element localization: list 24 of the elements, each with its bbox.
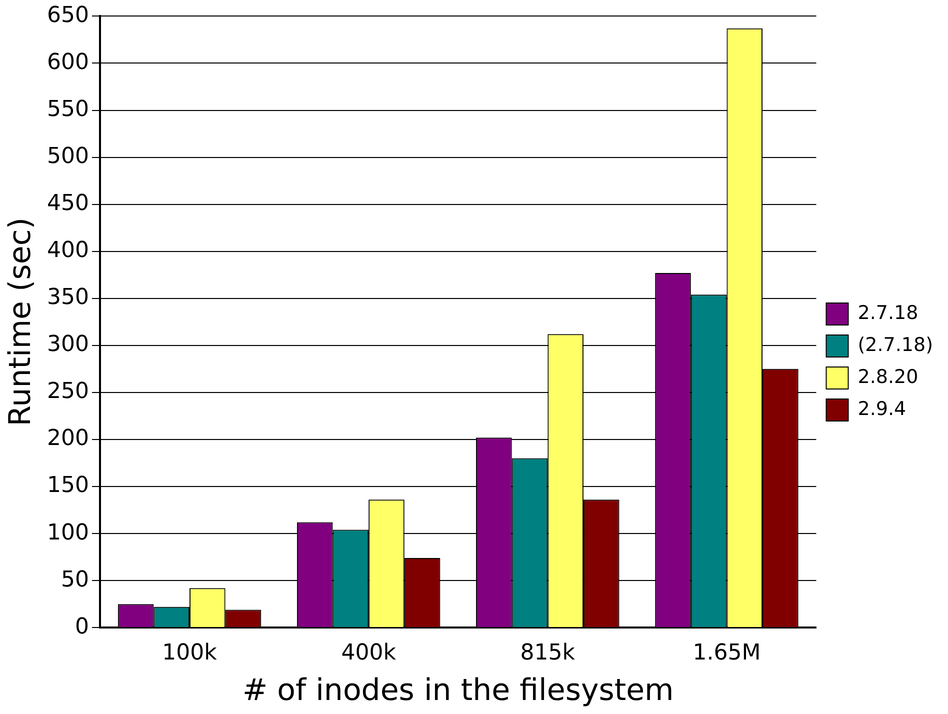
x-tick-label: 400k: [341, 640, 396, 666]
y-tick-label: 550: [46, 96, 89, 122]
y-axis-title: Runtime (sec): [2, 217, 38, 426]
y-tick-label: 600: [46, 50, 89, 75]
y-tick-label: 150: [46, 473, 89, 498]
x-tick-label: 1.65M: [692, 640, 761, 666]
legend-label: 2.8.20: [858, 366, 918, 388]
legend-label: 2.7.18: [858, 302, 918, 324]
x-tick-label: 815k: [520, 640, 576, 666]
y-tick-label: 650: [46, 2, 89, 28]
y-tick-label: 300: [46, 332, 89, 358]
y-tick-label: 50: [60, 567, 89, 592]
y-tick-label: 0: [74, 614, 89, 640]
y-tick-label: 450: [46, 191, 89, 216]
y-tick-label: 500: [46, 144, 89, 170]
legend-label: 2.9.4: [858, 398, 906, 420]
x-tick-label: 100k: [162, 640, 218, 666]
legend-label: (2.7.18): [858, 334, 934, 356]
y-tick-label: 100: [46, 520, 89, 546]
y-tick-label: 350: [46, 285, 89, 310]
y-tick-label: 250: [46, 379, 89, 404]
y-tick-label: 200: [46, 426, 89, 452]
y-tick-label: 400: [46, 238, 89, 264]
x-axis-title: # of inodes in the filesystem: [242, 672, 674, 708]
